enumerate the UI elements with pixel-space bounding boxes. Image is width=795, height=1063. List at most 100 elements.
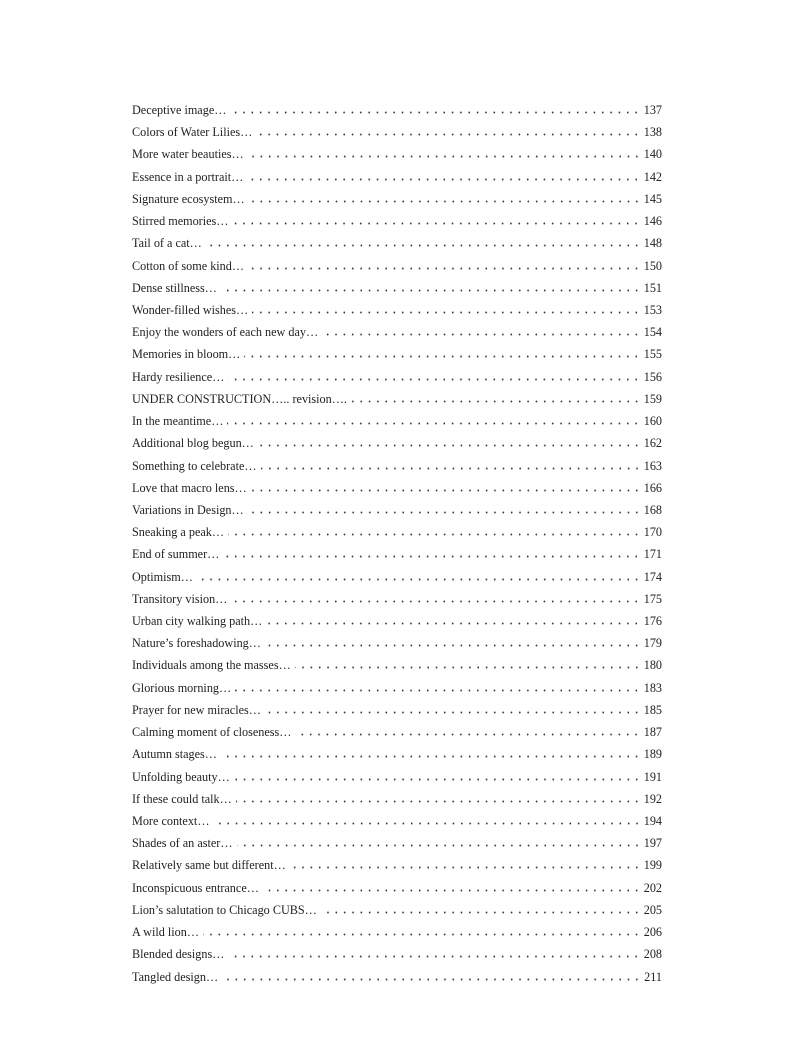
toc-entry-page-number: 145 [643, 191, 662, 206]
toc-entry-page-number: 163 [643, 458, 662, 473]
toc-entry: Autumn stages… 189 [132, 745, 662, 767]
toc-entry: Cotton of some kind… 150 [132, 257, 662, 279]
toc-entry: Relatively same but different… 199 [132, 856, 662, 878]
toc-entry-title: Variations in Design… [132, 502, 244, 517]
toc-entry-title: Enjoy the wonders of each new day… [132, 325, 319, 340]
dot-leader [228, 533, 641, 537]
dot-leader [320, 910, 641, 914]
toc-entry-page-number: 205 [643, 902, 662, 917]
toc-entry: A wild lion… 206 [132, 923, 662, 945]
toc-entry-page-number: 191 [643, 769, 662, 784]
dot-leader [244, 355, 641, 359]
toc-entry-page-number: 162 [643, 436, 662, 451]
toc-entry: If these could talk… 192 [132, 790, 662, 812]
dot-leader [228, 377, 641, 381]
toc-entry-title: Prayer for new miracles… [132, 702, 261, 717]
dot-leader [223, 555, 641, 559]
toc-entry: Memories in bloom… 155 [132, 345, 662, 367]
toc-entry-title: Memories in bloom… [132, 347, 241, 362]
toc-entry: Transitory vision… 175 [132, 590, 662, 612]
toc-entry: Essence in a portrait… 142 [132, 168, 662, 190]
toc-entry: Optimism… 174 [132, 568, 662, 590]
table-of-contents: Deceptive image… 137 Colors of Water Lilie… [132, 101, 662, 990]
toc-entry: More context… 194 [132, 812, 662, 834]
toc-entry-page-number: 168 [643, 502, 662, 517]
dot-leader [289, 866, 641, 870]
toc-entry-title: Individuals among the masses… [132, 658, 291, 673]
toc-entry-page-number: 179 [643, 636, 662, 651]
dot-leader [247, 510, 641, 514]
toc-entry-title: If these could talk… [132, 791, 232, 806]
toc-entry: In the meantime… 160 [132, 412, 662, 434]
toc-entry-title: Sneaking a peak… [132, 525, 225, 540]
dot-leader [248, 199, 641, 203]
toc-entry-page-number: 170 [643, 525, 662, 540]
toc-entry-page-number: 153 [643, 302, 662, 317]
toc-entry-page-number: 187 [643, 725, 662, 740]
toc-entry: Dense stillness… 151 [132, 279, 662, 301]
toc-entry-title: End of summer… [132, 547, 220, 562]
toc-entry: Prayer for new miracles… 185 [132, 701, 662, 723]
toc-entry-title: Essence in a portrait… [132, 169, 244, 184]
toc-entry: Tail of a cat… 148 [132, 234, 662, 256]
toc-entry-page-number: 174 [643, 569, 662, 584]
toc-entry-page-number: 199 [643, 858, 662, 873]
toc-entry-page-number: 138 [643, 125, 662, 140]
dot-leader [350, 399, 641, 403]
dot-leader [233, 777, 641, 781]
dot-leader [322, 333, 641, 337]
toc-entry-page-number: 183 [643, 680, 662, 695]
toc-entry-page-number: 156 [643, 369, 662, 384]
dot-leader [257, 444, 641, 448]
toc-entry: UNDER CONSTRUCTION….. revision…. 159 [132, 390, 662, 412]
toc-entry-title: More context… [132, 814, 210, 828]
dot-leader [235, 688, 641, 692]
toc-entry-title: Cotton of some kind… [132, 258, 245, 273]
toc-entry: Additional blog begun… 162 [132, 434, 662, 456]
toc-entry-title: Deceptive image… [132, 103, 227, 117]
toc-entry: Lion’s salutation to Chicago CUBS… 205 [132, 901, 662, 923]
toc-entry-title: Dense stillness… [132, 280, 217, 295]
dot-leader [220, 288, 641, 292]
dot-leader [252, 310, 641, 314]
toc-entry-page-number: 166 [643, 480, 662, 495]
toc-entry-page-number: 185 [643, 702, 662, 717]
toc-entry: Tangled design… 211 [132, 968, 662, 990]
toc-entry-page-number: 171 [643, 547, 662, 562]
toc-entry: Sneaking a peak… 170 [132, 523, 662, 545]
toc-entry-title: Something to celebrate… [132, 458, 257, 473]
dot-leader [230, 111, 641, 114]
dot-leader [248, 266, 641, 270]
toc-entry: Inconspicuous entrance… 202 [132, 879, 662, 901]
toc-entry-page-number: 146 [643, 214, 662, 229]
toc-entry-title: Love that macro lens… [132, 480, 247, 495]
toc-entry-title: Calming moment of closeness… [132, 725, 292, 740]
toc-entry-page-number: 176 [643, 614, 662, 629]
toc-entry-title: Relatively same but different… [132, 858, 286, 873]
dot-leader [231, 599, 641, 603]
toc-entry: Enjoy the wonders of each new day… 154 [132, 323, 662, 345]
toc-entry: Stirred memories… 146 [132, 212, 662, 234]
toc-entry: Deceptive image… 137 [132, 101, 662, 123]
toc-entry: Urban city walking path… 176 [132, 612, 662, 634]
toc-entry-page-number: 208 [643, 947, 662, 962]
toc-entry-title: Colors of Water Lilies… [132, 125, 253, 140]
dot-leader [256, 133, 641, 137]
toc-entry-title: Nature’s foreshadowing… [132, 636, 261, 651]
toc-entry-page-number: 197 [643, 836, 662, 851]
toc-entry: End of summer… 171 [132, 545, 662, 567]
dot-leader [260, 466, 641, 470]
toc-entry-page-number: 160 [643, 414, 662, 429]
toc-entry-title: UNDER CONSTRUCTION….. revision…. [132, 391, 347, 406]
toc-entry-title: Inconspicuous entrance… [132, 880, 259, 895]
toc-entry: Something to celebrate… 163 [132, 457, 662, 479]
toc-entry-title: Urban city walking path… [132, 614, 263, 629]
dot-leader [228, 955, 641, 959]
toc-entry-page-number: 206 [643, 925, 662, 940]
toc-entry: Hardy resilience… 156 [132, 368, 662, 390]
dot-leader [295, 733, 641, 737]
toc-entry-title: Transitory vision… [132, 591, 228, 606]
toc-entry-title: Blended designs… [132, 947, 225, 962]
toc-entry-page-number: 194 [643, 814, 662, 828]
dot-leader [264, 710, 641, 714]
